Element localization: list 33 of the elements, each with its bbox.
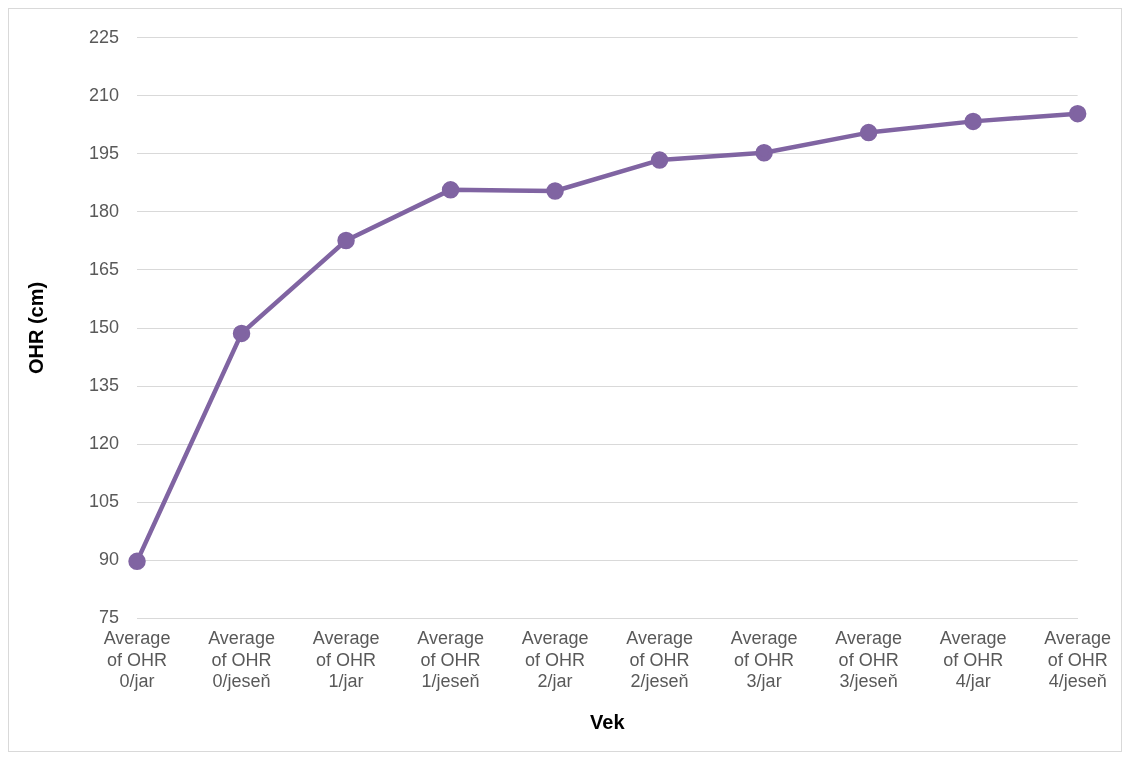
y-tick-label: 75 [99, 607, 120, 628]
y-tick-label: 180 [88, 200, 120, 221]
point [650, 151, 669, 169]
x-tick-label: Average of OHR 2/jar [521, 627, 589, 692]
y-tick-label: 105 [88, 491, 120, 512]
x-tick-label: Average of OHR 4/jar [939, 627, 1007, 692]
x-tick-label: Average of OHR 4/jeseň [1044, 627, 1111, 692]
point [128, 552, 146, 571]
y-tick-label: 150 [88, 316, 120, 337]
point [337, 231, 355, 250]
x-tick-label: Average of OHR 3/jeseň [835, 627, 902, 692]
y-tick-label: 165 [88, 258, 120, 279]
x-tick-label: Average of OHR 0/jeseň [208, 627, 275, 692]
point [441, 181, 460, 199]
y-tick-label: 225 [88, 26, 120, 47]
x-tick-label: Average of OHR 2/jeseň [626, 627, 693, 692]
y-tick-label: 90 [99, 549, 120, 570]
point [232, 324, 251, 343]
y-tick-label: 120 [88, 433, 120, 454]
point [964, 112, 982, 131]
y-tick-label: 135 [88, 375, 120, 396]
y-tick-label: 195 [88, 142, 120, 163]
x-axis-title: Vek [590, 710, 626, 733]
y-tick-label: 210 [88, 84, 120, 105]
x-tick-label: Average of OHR 1/jar [312, 627, 380, 692]
point [859, 123, 878, 142]
x-tick-label: Average of OHR 3/jar [730, 627, 798, 692]
point [1068, 104, 1087, 123]
x-tick-label: Average of OHR 0/jar [103, 627, 171, 692]
point [755, 143, 773, 162]
x-tick-label: Average of OHR 1/jeseň [417, 627, 484, 692]
y-axis-title: OHR (cm) [24, 281, 47, 375]
point [546, 182, 564, 200]
